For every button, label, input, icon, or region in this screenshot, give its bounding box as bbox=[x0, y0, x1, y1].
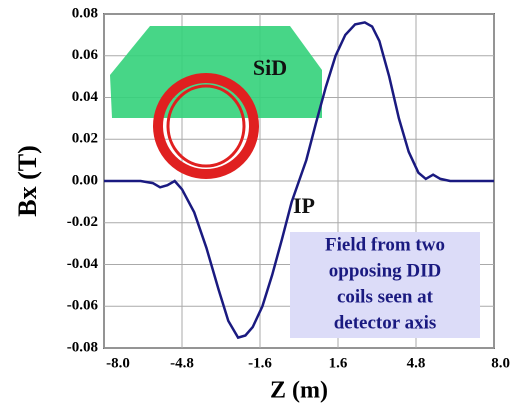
y-tick-label: 0.04 bbox=[72, 89, 99, 105]
y-tick-label: 0.00 bbox=[72, 172, 98, 188]
y-tick-label: -0.02 bbox=[67, 214, 98, 230]
y-tick-label: -0.06 bbox=[67, 298, 99, 314]
y-tick-label: -0.08 bbox=[67, 339, 98, 355]
y-axis-label: Bx (T) bbox=[13, 145, 42, 217]
note-line: coils seen at bbox=[337, 286, 434, 307]
y-tick-label: -0.04 bbox=[67, 256, 99, 272]
chart: SiD IP Field from two opposing DID coils s… bbox=[0, 0, 510, 412]
x-tick-label: -4.8 bbox=[170, 355, 194, 371]
ip-label: IP bbox=[293, 193, 315, 218]
y-tick-label: 0.06 bbox=[72, 47, 99, 63]
note-line: Field from two bbox=[325, 234, 445, 255]
x-tick-label: 8.0 bbox=[491, 355, 510, 371]
note-line: opposing DID bbox=[329, 260, 441, 281]
detector-label: SiD bbox=[253, 55, 287, 80]
y-tick-label: 0.02 bbox=[72, 131, 98, 147]
x-tick-label: 1.6 bbox=[329, 355, 348, 371]
x-axis-label: Z (m) bbox=[270, 378, 328, 404]
x-tick-label: -1.6 bbox=[248, 355, 272, 371]
x-tick-label: 4.8 bbox=[407, 355, 426, 371]
note-line: detector axis bbox=[334, 312, 437, 333]
x-tick-label: -8.0 bbox=[106, 355, 130, 371]
y-tick-label: 0.08 bbox=[72, 5, 98, 21]
detector-shape bbox=[110, 26, 322, 118]
